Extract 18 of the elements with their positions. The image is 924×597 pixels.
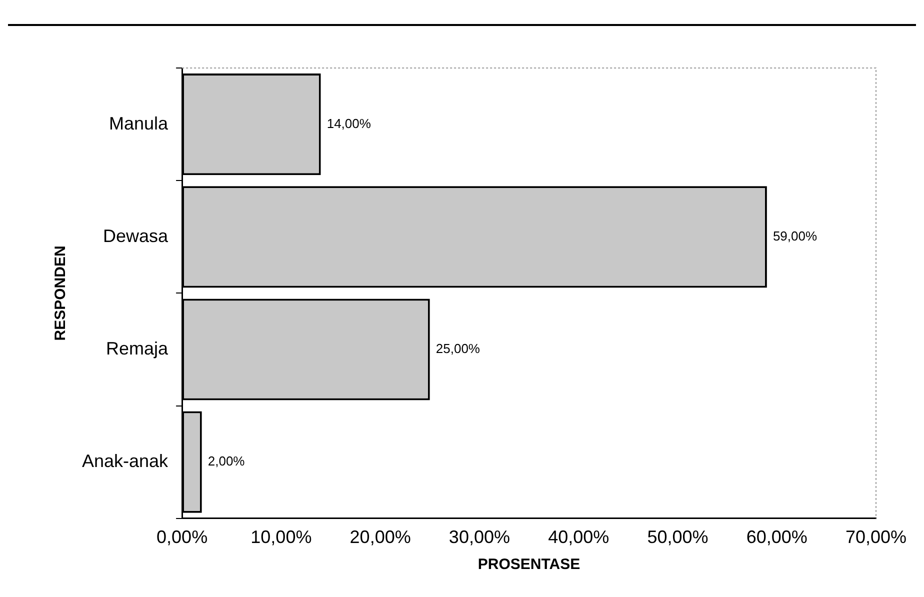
x-tick-label: 60,00%	[746, 527, 808, 548]
x-tick-label: 0,00%	[156, 527, 208, 548]
y-tick-label: Dewasa	[103, 226, 170, 246]
x-tick-label: 50,00%	[647, 527, 708, 548]
y-tick-label: Remaja	[106, 338, 170, 358]
y-tick-label: Manula	[109, 113, 170, 134]
data-label: 59,00%	[772, 228, 818, 244]
x-tick-label: 70,00%	[845, 527, 907, 548]
y-tick-label: Anak-anak	[82, 451, 170, 472]
x-tick-label: 30,00%	[448, 527, 510, 548]
data-label: 25,00%	[436, 341, 480, 356]
data-label: 2,00%	[208, 454, 246, 469]
y-axis-title: RESPONDEN	[52, 246, 70, 341]
x-tick-label: 40,00%	[548, 527, 610, 548]
data-label: 14,00%	[326, 116, 372, 131]
x-tick-label: 20,00%	[350, 527, 411, 548]
x-tick-label: 10,00%	[250, 527, 312, 548]
x-axis-title: PROSENTASE	[478, 556, 580, 574]
